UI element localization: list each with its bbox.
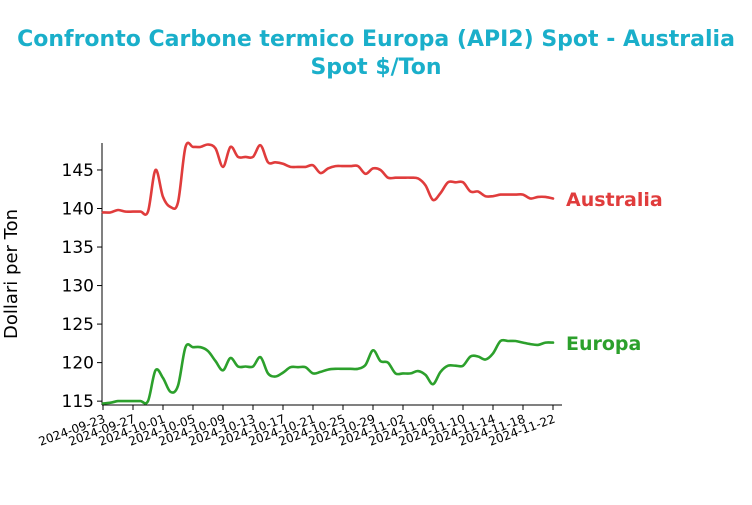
y-tick-label: 135	[62, 238, 94, 258]
series-line-australia	[101, 141, 555, 216]
y-tick-label: 125	[62, 315, 94, 335]
y-tick-label: 145	[62, 161, 94, 181]
series-label-europa: Europa	[566, 333, 641, 355]
y-tick-label: 120	[62, 354, 94, 374]
series-line-europa	[101, 338, 555, 405]
chart-title: Confronto Carbone termico Europa (API2) …	[17, 27, 735, 80]
y-tick-label: 140	[62, 200, 94, 220]
series-lines	[101, 141, 555, 405]
series-label-australia: Australia	[566, 189, 663, 211]
series-labels: Australia Europa	[566, 189, 663, 355]
y-tick-label: 130	[62, 277, 94, 297]
y-tick-label: 115	[62, 392, 94, 412]
y-axis-label: Dollari per Ton	[1, 209, 22, 339]
